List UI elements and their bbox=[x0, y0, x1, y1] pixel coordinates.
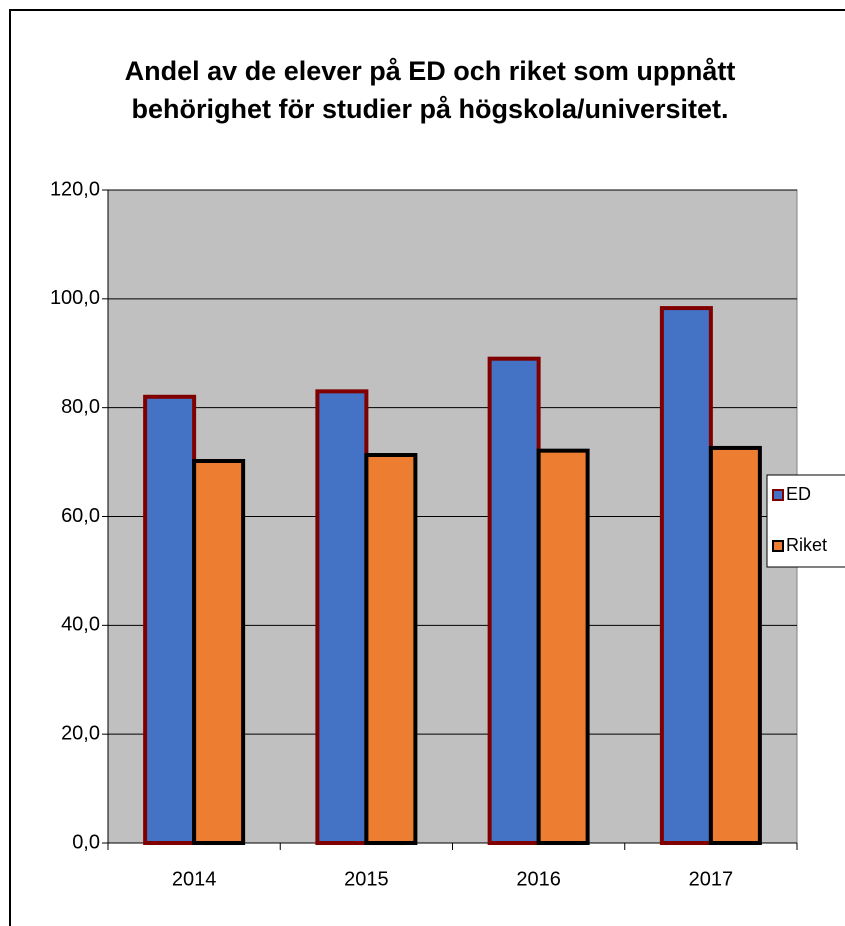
bar bbox=[315, 389, 369, 845]
y-tick-label: 40,0 bbox=[61, 614, 100, 636]
x-tick-label: 2017 bbox=[689, 868, 734, 890]
legend-swatch bbox=[772, 489, 784, 501]
bar bbox=[143, 394, 197, 845]
x-tick-label: 2016 bbox=[516, 868, 561, 890]
y-tick-label: 0,0 bbox=[72, 831, 100, 853]
legend-swatch bbox=[772, 540, 784, 552]
legend-label: ED bbox=[786, 484, 811, 504]
chart-title: Andel av de elever på ED och riket som u… bbox=[124, 56, 736, 124]
x-tick-label: 2015 bbox=[344, 868, 389, 890]
chart-border bbox=[9, 9, 845, 926]
x-tick-label: 2014 bbox=[172, 868, 217, 890]
y-tick-label: 80,0 bbox=[61, 396, 100, 418]
bar bbox=[487, 356, 541, 845]
bar bbox=[536, 448, 590, 845]
bar bbox=[364, 453, 418, 845]
bar bbox=[708, 445, 762, 845]
y-tick-label: 100,0 bbox=[50, 287, 100, 309]
y-tick-label: 60,0 bbox=[61, 505, 100, 527]
y-tick-label: 120,0 bbox=[50, 178, 100, 200]
legend-label: Riket bbox=[786, 535, 827, 555]
bar bbox=[192, 458, 246, 845]
y-tick-label: 20,0 bbox=[61, 722, 100, 744]
bar bbox=[659, 306, 713, 845]
